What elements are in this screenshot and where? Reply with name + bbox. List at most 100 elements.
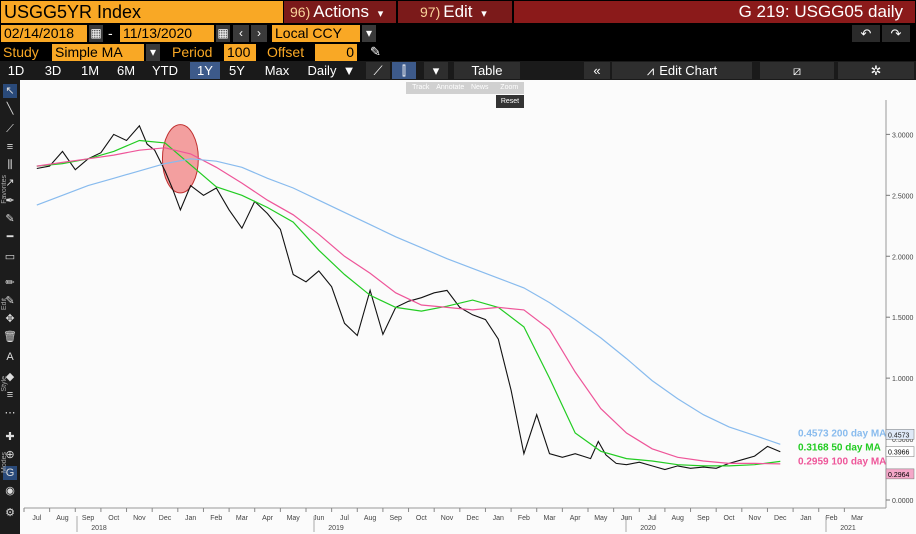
zoom-news[interactable]: News xyxy=(470,84,489,91)
chevron-down-icon: ▾ xyxy=(481,8,487,20)
period-input[interactable]: 100 xyxy=(224,44,256,61)
period-1d[interactable]: 1D xyxy=(7,63,25,78)
line-chart-icon[interactable]: ⟋ xyxy=(366,62,390,79)
last-value-label: 0.2964 xyxy=(888,472,910,479)
pencil-icon[interactable]: ✎ xyxy=(370,44,381,59)
thickness-icon[interactable]: ≡ xyxy=(6,389,14,401)
period-5y[interactable]: 5Y xyxy=(229,63,245,78)
ruler-icon[interactable]: ▭ xyxy=(4,251,16,263)
color-icon[interactable]: ◆ xyxy=(5,371,15,383)
zoom-icon[interactable]: ⊕ xyxy=(5,449,15,461)
offset-input[interactable]: 0 xyxy=(315,44,357,61)
series-line-ma50 xyxy=(36,139,781,467)
settings-icon[interactable]: ⚙ xyxy=(5,507,15,519)
y-tick-label: 2.5000 xyxy=(892,193,914,200)
date-range-bar: 02/14/2018 ▦ - 11/13/2020 ▦ ‹ › Local CC… xyxy=(0,24,916,43)
mode-icon[interactable]: G xyxy=(3,466,17,480)
crosshair-icon[interactable]: ✚ xyxy=(5,431,15,443)
period-1y[interactable]: 1Y xyxy=(190,62,220,79)
arrow-tool-icon[interactable]: ↗ xyxy=(5,177,15,189)
horizontal-line-icon[interactable]: ━ xyxy=(6,231,14,243)
frequency-select[interactable]: Daily xyxy=(307,63,337,78)
undo-icon[interactable]: ↶ xyxy=(852,25,880,42)
line-tool-icon[interactable]: ╲ xyxy=(6,103,14,115)
start-date-input[interactable]: 02/14/2018 xyxy=(1,25,87,42)
x-tick-label: Feb xyxy=(210,515,222,522)
fib-tool-icon[interactable]: ≡ xyxy=(6,141,14,153)
collapse-icon[interactable]: « xyxy=(584,62,610,79)
x-year-label: 2018 xyxy=(91,525,107,532)
legend-ma100: 0.2959 100 day MA xyxy=(798,457,886,468)
x-year-label: 2019 xyxy=(328,525,344,532)
period-label: Period xyxy=(172,44,213,60)
currency-select[interactable]: Local CCY xyxy=(272,25,360,42)
x-year-label: 2020 xyxy=(640,525,656,532)
drawing-toolbar: ↖ ╲ ⟋ ≡ ⫼ ↗ ✒ ✎ ━ ▭ ✏ ✎ ✥ 🗑 A ◆ ≡ ⋯ ✚ ⊕ … xyxy=(0,80,20,534)
period-6m[interactable]: 6M xyxy=(116,63,136,78)
trend-tool-icon[interactable]: ⟋ xyxy=(6,123,14,135)
pencil-icon[interactable]: ✏ xyxy=(5,277,15,289)
text-tool-icon[interactable]: A xyxy=(6,351,14,363)
edit-menu[interactable]: 97) Edit ▾ xyxy=(398,1,512,23)
reset-button[interactable]: Reset xyxy=(496,95,524,108)
chevron-down-icon[interactable]: ▾ xyxy=(146,44,160,61)
actions-menu[interactable]: 96) Actions ▾ xyxy=(284,1,396,23)
period-max[interactable]: Max xyxy=(264,63,290,78)
trash-icon[interactable]: 🗑 xyxy=(3,331,17,343)
calendar-icon[interactable]: ▦ xyxy=(216,25,230,42)
brush-tool-icon[interactable]: ✎ xyxy=(5,213,15,225)
edit-chart-label: Edit Chart xyxy=(659,63,718,78)
style-icon[interactable]: ⋯ xyxy=(4,407,16,419)
x-tick-label: Apr xyxy=(570,515,582,522)
series-line-ma100 xyxy=(36,147,781,465)
chevron-down-icon[interactable]: ▾ xyxy=(362,25,376,42)
zoom-annotate[interactable]: Annotate xyxy=(436,84,465,91)
x-tick-label: May xyxy=(287,515,301,522)
bars-tool-icon[interactable]: ⫼ xyxy=(7,159,13,171)
prev-arrow-icon[interactable]: ‹ xyxy=(233,25,249,42)
x-tick-label: Jul xyxy=(648,515,657,522)
ticker-field[interactable]: USGG5YR Index xyxy=(1,1,283,23)
highlight-ellipse xyxy=(161,124,199,194)
end-date-input[interactable]: 11/13/2020 xyxy=(120,25,214,42)
price-chart[interactable]: 3.0000 2.5000 2.0000 1.5000 1.0000 0.5000 0.00… xyxy=(20,80,916,534)
zoom-track[interactable]: Track xyxy=(412,84,430,91)
last-value-label: 0.4573 xyxy=(888,432,910,439)
chevron-down-icon[interactable]: ▼ xyxy=(342,63,356,78)
period-1m[interactable]: 1M xyxy=(80,63,100,78)
x-year-label: 2021 xyxy=(840,525,856,532)
y-tick-label: 0.5000 xyxy=(892,437,914,444)
pen-tool-icon[interactable]: ✒ xyxy=(5,195,15,207)
offset-label: Offset xyxy=(267,44,305,60)
x-tick-label: Aug xyxy=(56,515,69,522)
period-ytd[interactable]: YTD xyxy=(152,63,178,78)
x-tick-label: Dec xyxy=(159,515,172,522)
gear-icon[interactable]: ✲ xyxy=(838,62,914,79)
chart-area[interactable]: 3.0000 2.5000 2.0000 1.5000 1.0000 0.5000 0.00… xyxy=(20,80,916,534)
bar-chart-icon[interactable]: ⫿ xyxy=(392,62,416,79)
table-button[interactable]: Table xyxy=(454,62,520,79)
snap-icon[interactable]: ◉ xyxy=(5,485,15,497)
edit-chart-button[interactable]: ⩘ Edit Chart xyxy=(612,62,752,79)
x-tick-label: Mar xyxy=(544,515,557,522)
x-tick-label: Jul xyxy=(32,515,41,522)
y-tick-label: 1.0000 xyxy=(892,376,914,383)
chart-toolbar: 1D 3D 1M 6M YTD 1Y 5Y Max Daily ▼ ⟋ ⫿ ▾ … xyxy=(0,61,916,80)
redo-icon[interactable]: ↷ xyxy=(882,25,910,42)
series-line-ma200 xyxy=(36,158,781,445)
chevron-down-icon[interactable]: ▾ xyxy=(424,62,448,79)
x-tick-label: Apr xyxy=(262,515,274,522)
next-arrow-icon[interactable]: › xyxy=(251,25,267,42)
x-tick-label: Nov xyxy=(748,515,761,522)
period-3d[interactable]: 3D xyxy=(44,63,62,78)
marker-icon[interactable]: ✎ xyxy=(5,295,15,307)
calendar-icon[interactable]: ▦ xyxy=(89,25,103,42)
study-select[interactable]: Simple MA xyxy=(52,44,144,61)
move-icon[interactable]: ✥ xyxy=(5,313,15,325)
actions-label: Actions xyxy=(313,2,369,21)
cursor-icon[interactable]: ↖ xyxy=(3,84,17,98)
annotate-icon[interactable]: ⧄ xyxy=(760,62,834,79)
x-tick-label: Oct xyxy=(416,515,427,522)
x-tick-label: Aug xyxy=(671,515,684,522)
zoom-zoom[interactable]: Zoom xyxy=(500,84,519,91)
